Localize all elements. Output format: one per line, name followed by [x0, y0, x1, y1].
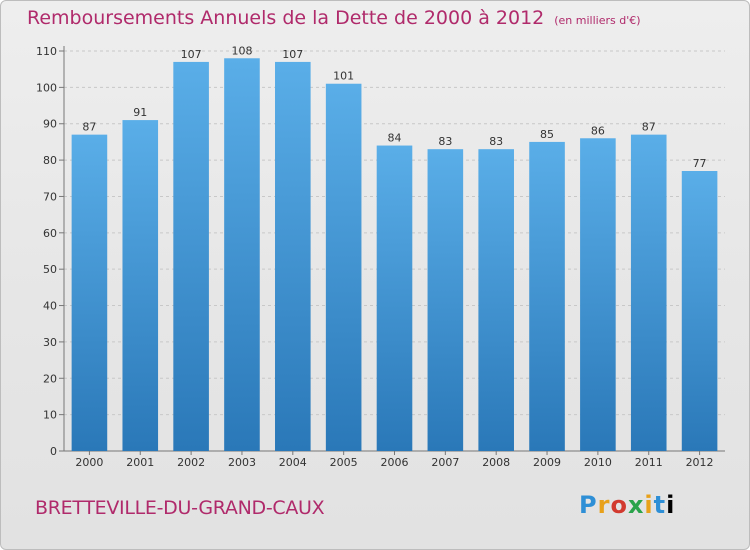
y-tick-label: 100: [36, 81, 57, 94]
bar-2011: [630, 134, 667, 452]
data-label-2003: 108: [231, 44, 252, 57]
data-label-2001: 91: [133, 106, 147, 119]
proxiti-logo[interactable]: Proxiti: [579, 491, 676, 519]
y-tick-label: 20: [43, 372, 57, 385]
x-tick-label-2011: 2011: [635, 456, 663, 469]
bar-2007: [427, 149, 464, 451]
data-label-2009: 85: [540, 128, 554, 141]
bars: [71, 58, 718, 452]
bar-2002: [173, 61, 209, 452]
x-tick-label-2003: 2003: [228, 456, 256, 469]
y-tick-label: 80: [43, 154, 57, 167]
data-label-2005: 101: [333, 70, 354, 83]
bar-2005: [325, 83, 362, 452]
bar-2001: [122, 120, 159, 451]
x-tick-labels: 2000 2001 2002 2003 2004 2005 2006 2007 2008 2009…: [75, 456, 713, 469]
x-tick-label-2012: 2012: [686, 456, 714, 469]
bar-2008: [478, 149, 514, 451]
bar-2006: [376, 145, 413, 451]
chart-unit: (en milliers d'€): [554, 14, 641, 27]
bar-2003: [224, 58, 260, 451]
chart-title: Remboursements Annuels de la Dette de 20…: [27, 7, 641, 29]
x-tick-label-2010: 2010: [584, 456, 612, 469]
chart-title-text: Remboursements Annuels de la Dette de 20…: [27, 7, 545, 29]
y-tick-label: 90: [43, 118, 57, 131]
bar-2012: [681, 171, 718, 451]
x-tick-label-2000: 2000: [75, 456, 103, 469]
y-tick-label: 60: [43, 227, 57, 240]
x-tick-label-2006: 2006: [381, 456, 409, 469]
y-tick-label: 50: [43, 263, 57, 276]
bar-2010: [580, 138, 616, 452]
x-tick-label-2004: 2004: [279, 456, 307, 469]
data-label-2000: 87: [82, 121, 96, 134]
x-tick-label-2002: 2002: [177, 456, 205, 469]
data-label-2007: 83: [438, 135, 452, 148]
bar-2009: [529, 141, 565, 451]
data-label-2008: 83: [489, 135, 503, 148]
x-tick-label-2005: 2005: [330, 456, 358, 469]
x-tick-label-2007: 2007: [431, 456, 459, 469]
bar-2000: [71, 134, 108, 452]
y-tick-label: 110: [36, 45, 57, 58]
y-tick-label: 10: [43, 409, 57, 422]
data-label-2012: 77: [693, 157, 707, 170]
data-labels: 87 91 107 108 107 101 84 83 83 85 86 87 77: [82, 44, 706, 170]
city-name: BRETTEVILLE-DU-GRAND-CAUX: [35, 497, 325, 519]
data-label-2010: 86: [591, 124, 605, 137]
y-tick-label: 40: [43, 300, 57, 313]
data-label-2011: 87: [642, 121, 656, 134]
x-tick-label-2001: 2001: [126, 456, 154, 469]
x-tick-label-2008: 2008: [482, 456, 510, 469]
bar-2004: [275, 61, 311, 452]
x-tick-label-2009: 2009: [533, 456, 561, 469]
data-label-2006: 84: [388, 132, 402, 145]
data-label-2002: 107: [181, 48, 202, 61]
y-tick-label: 30: [43, 336, 57, 349]
y-tick-labels: 0 10 20 30 40 50 60 70 80 90 100 110: [36, 45, 57, 458]
y-tick-label: 0: [50, 445, 57, 458]
data-label-2004: 107: [282, 48, 303, 61]
y-tick-label: 70: [43, 190, 57, 203]
